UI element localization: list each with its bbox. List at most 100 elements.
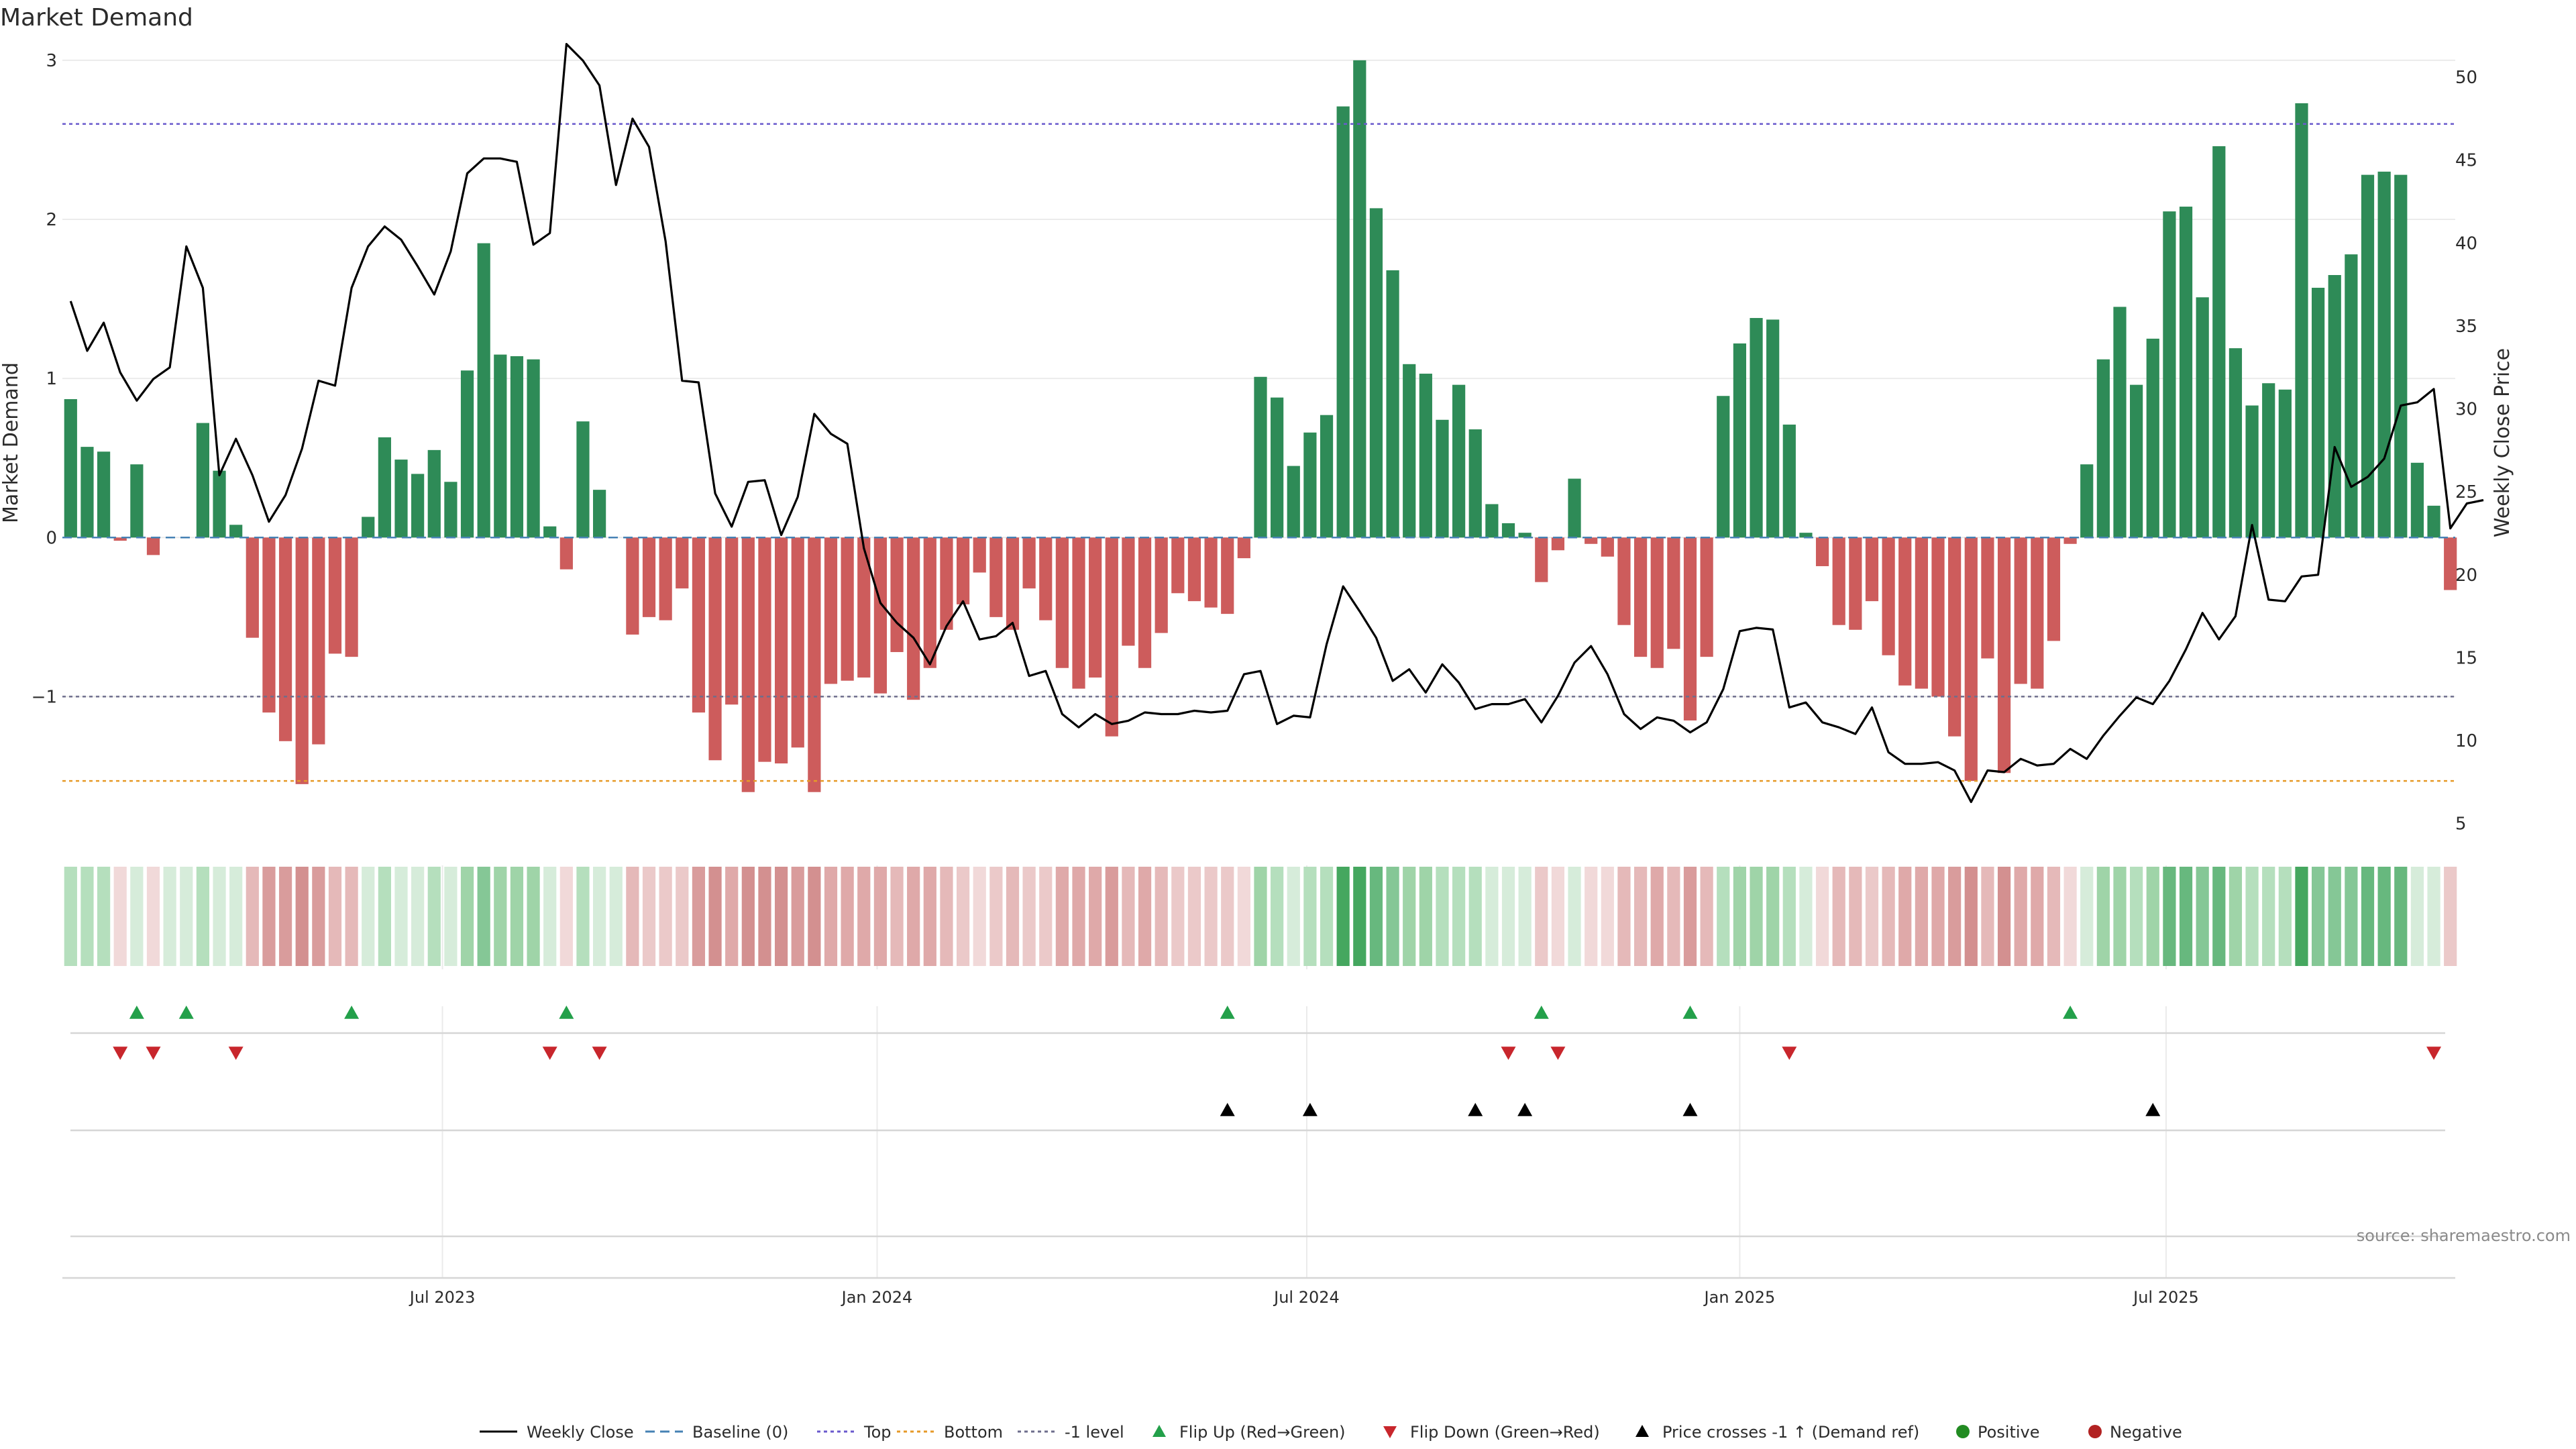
heat-strip-cell [1303,867,1317,966]
heat-strip-cell [1006,867,1020,966]
demand-bar-positive [1436,419,1449,538]
demand-bar-negative [626,537,639,635]
heat-strip-cell [427,867,441,966]
heat-strip-cell [1750,867,1763,966]
demand-bar-negative [774,537,788,764]
demand-bar-negative [262,537,276,713]
heat-strip-cell [1254,867,1267,966]
heat-strip-cell [345,867,358,966]
demand-bar-positive [1320,415,1334,538]
legend-label: -1 level [1065,1423,1124,1442]
heat-strip-cell [1287,867,1300,966]
demand-bar-positive [80,447,94,538]
demand-bar-negative [1815,537,1829,566]
demand-bar-negative [1122,537,1135,646]
flip-down-marker [542,1046,557,1060]
demand-bar-negative [1221,537,1234,614]
demand-bar-negative [1072,537,1085,689]
heat-strip-cell [725,867,739,966]
demand-bar-negative [1039,537,1053,621]
demand-bar-negative [1915,537,1928,689]
demand-bar-negative [1882,537,1895,655]
flip-up-marker [129,1006,144,1019]
heat-strip-cell [1799,867,1813,966]
legend-label: Baseline (0) [692,1423,788,1442]
heat-strip-cell [1171,867,1185,966]
demand-bars [64,60,2457,792]
demand-bar-negative [2014,537,2027,684]
heat-strip-cell [494,867,507,966]
y2-axis-ticks: 5 10 15 20 25 30 35 40 45 50 [2455,68,2477,835]
demand-bar-negative [659,537,672,621]
heat-strip-cell [2361,867,2375,966]
x-tick-label: Jul 2025 [2132,1288,2199,1307]
heat-strip-cell [841,867,854,966]
demand-bar-positive [494,354,507,538]
x-tick-label: Jan 2025 [1703,1288,1776,1307]
demand-bar-positive [2196,297,2209,538]
heat-strip-cell [1551,867,1565,966]
demand-bar-positive [1336,106,1350,538]
heat-strip-cell [1419,867,1432,966]
heat-strip-cell [2014,867,2027,966]
heat-strip-cell [1964,867,1978,966]
heat-strip-cell [1667,867,1680,966]
demand-bar-positive [1254,376,1267,538]
heat-strip-cell [64,867,77,966]
demand-bar-positive [460,370,474,538]
demand-bar-negative [1683,537,1697,720]
heat-strip-cell [1981,867,1994,966]
heat-strip-cell [741,867,755,966]
heat-strip-cell [2163,867,2176,966]
legend-item: Weekly Close [480,1423,634,1442]
heat-strip-cell [378,867,391,966]
demand-bar-negative [808,537,821,792]
demand-bar-negative [841,537,854,681]
heat-strip-cell [1733,867,1747,966]
demand-bar-positive [1568,478,1581,538]
heat-strip-cell [1369,867,1383,966]
flip-down-marker [2426,1046,2442,1060]
heat-strip-cell [1155,867,1168,966]
heat-strip-cell [1931,867,1945,966]
demand-bar-positive [2163,211,2176,538]
heat-strip-cell [2096,867,2110,966]
demand-bar-negative [1931,537,1945,697]
heat-strip-cell [2245,867,2259,966]
demand-bar-negative [1700,537,1713,657]
heat-strip-cell [2047,867,2061,966]
heat-strip-cell [2345,867,2358,966]
legend-label: Flip Down (Green→Red) [1410,1423,1600,1442]
demand-bar-negative [2047,537,2061,641]
demand-bar-negative [1964,537,1978,782]
heat-strip-cell [676,867,689,966]
demand-bar-negative [1948,537,1962,737]
demand-bar-positive [2130,384,2143,538]
demand-bar-positive [1518,533,1532,538]
heat-strip-cell [1766,867,1780,966]
y-tick-label: −1 [32,687,57,707]
heat-strip-cell [2295,867,2308,966]
heat-strip-cell [362,867,375,966]
heat-strip-cell [2063,867,2077,966]
heat-strip-cell [130,867,144,966]
demand-bar-positive [2295,103,2308,538]
legend: Weekly Close Baseline (0) Top Bottom -1 leve… [480,1423,2182,1442]
heat-strip-cell [411,867,425,966]
heat-strip-cell [758,867,771,966]
legend-label: Bottom [944,1423,1003,1442]
heat-strip-cell [394,867,408,966]
heat-strip-cell [477,867,490,966]
heat-strip-cell [1237,867,1250,966]
heat-strip-cell [1271,867,1284,966]
heat-strip-cell [196,867,210,966]
heat-strip-cell [692,867,706,966]
signal-markers [70,1006,2445,1238]
demand-bar-negative [1055,537,1069,668]
flip-down-marker [1550,1046,1566,1060]
heat-strip-cell [989,867,1003,966]
flip-down-marker [1782,1046,1797,1060]
demand-bar-positive [444,482,458,538]
heat-strip-cell [1386,867,1399,966]
